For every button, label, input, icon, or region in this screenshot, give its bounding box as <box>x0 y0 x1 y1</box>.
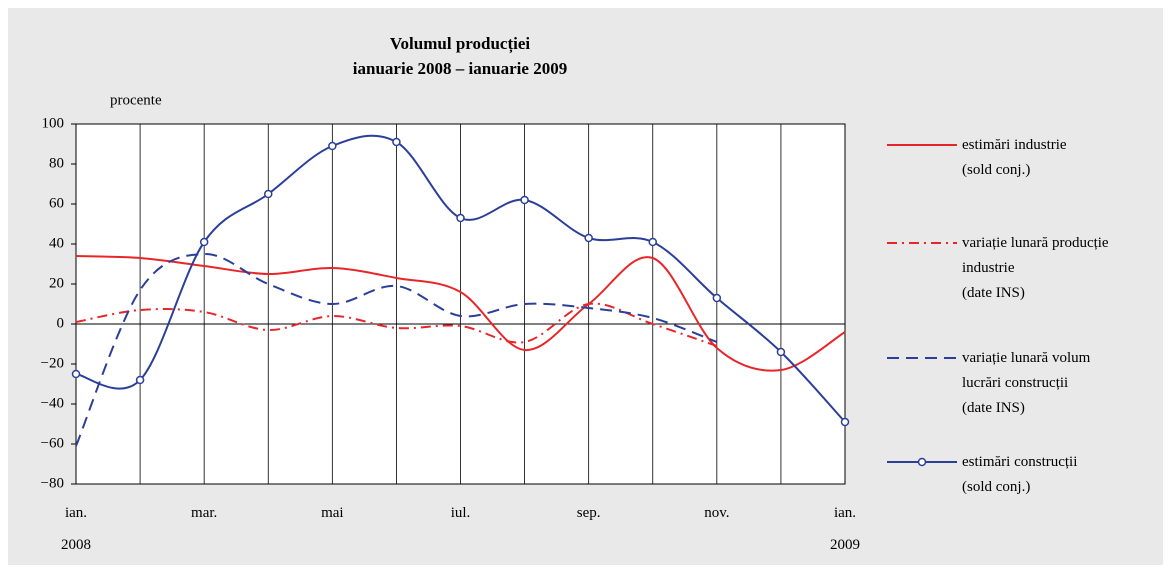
y-tick-label: −20 <box>41 355 64 371</box>
legend-label: estimări industrie (sold conj.) <box>962 137 1067 178</box>
y-tick-label: 0 <box>57 315 65 331</box>
y-tick-label: 100 <box>42 115 65 131</box>
series-marker <box>328 141 337 151</box>
x-tick-label: mar. <box>191 505 218 521</box>
series-marker <box>199 237 209 247</box>
legend-label: variație lunară producție industrie (dat… <box>962 235 1109 301</box>
chart-subtitle: ianuarie 2008 – ianuarie 2009 <box>353 59 567 78</box>
series-marker <box>584 233 593 243</box>
legend-label: estimări construcții (sold conj.) <box>962 454 1078 495</box>
series-marker <box>392 137 401 147</box>
x-tick-label: ian. 2009 <box>830 505 860 553</box>
legend-label: variație lunară volum lucrări construcți… <box>962 350 1091 416</box>
series-marker <box>135 375 145 385</box>
series-marker <box>264 189 273 199</box>
y-tick-label: 60 <box>49 195 64 211</box>
series-line <box>75 252 718 447</box>
x-tick-label: sep. <box>576 505 601 521</box>
y-tick-label: 20 <box>49 275 64 291</box>
series-line <box>75 302 718 347</box>
series-marker <box>648 237 657 247</box>
y-tick-label: −60 <box>41 435 64 451</box>
legend-marker <box>917 457 927 467</box>
chart-title: Volumul producției <box>390 34 531 54</box>
series-marker <box>840 417 850 427</box>
series-marker <box>712 293 722 303</box>
series-marker <box>520 195 529 205</box>
series-marker <box>456 213 465 223</box>
x-tick-label: mai <box>321 505 344 521</box>
y-tick-label: −80 <box>41 475 64 491</box>
series-marker <box>776 347 786 357</box>
y-tick-label: 80 <box>49 155 64 171</box>
x-tick-label: nov. <box>704 505 730 521</box>
y-tick-label: 40 <box>49 235 64 251</box>
x-tick-label: ian. 2008 <box>61 505 91 553</box>
y-tick-label: −40 <box>41 395 64 411</box>
y-axis-label: procente <box>110 92 162 108</box>
series-line <box>75 255 846 372</box>
x-tick-label: iul. <box>450 505 471 521</box>
series-marker <box>71 369 81 379</box>
